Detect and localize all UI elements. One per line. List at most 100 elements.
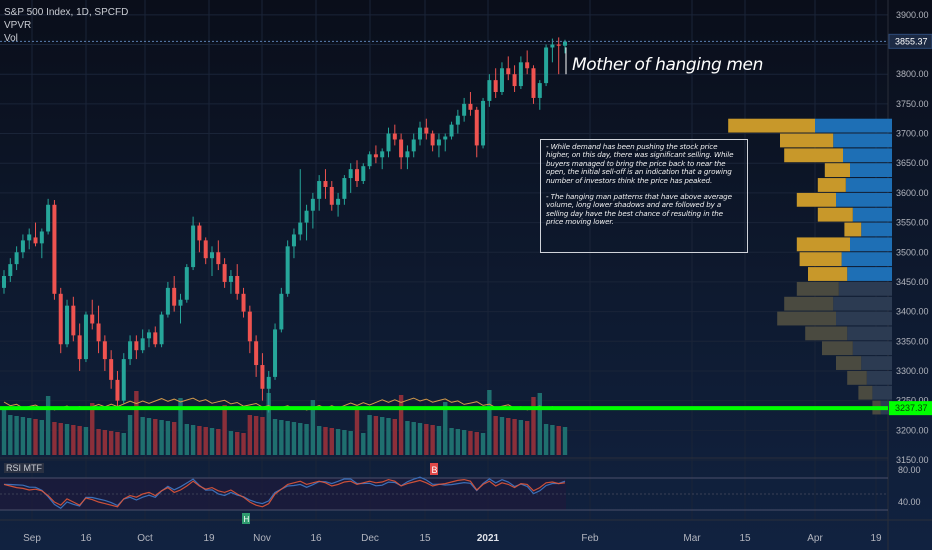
volume-bar (27, 418, 32, 455)
candle-body (178, 299, 183, 306)
candle-body (468, 103, 473, 110)
annotation-paragraph-1: - While demand has been pushing the stoc… (546, 142, 734, 185)
symbol-title[interactable]: S&P 500 Index, 1D, SPCFD (4, 7, 129, 18)
volume-bar (127, 415, 133, 455)
volume-bar (537, 393, 542, 455)
candle-body (20, 240, 25, 253)
vpvr-bar-down (817, 207, 853, 222)
vpvr-bar-down (824, 163, 850, 178)
vpvr-bar-up (850, 237, 892, 252)
vpvr-bar-up (861, 222, 892, 237)
volume-bar (461, 430, 467, 455)
volume-bar (90, 403, 95, 455)
candle-body (291, 234, 296, 247)
rsi-signal-line (3, 476, 566, 510)
volume-bar (260, 417, 265, 455)
candle-body (436, 139, 441, 146)
candle-body (418, 127, 423, 140)
volume-bar (411, 422, 416, 455)
candle-body (405, 151, 410, 158)
candle-body (336, 198, 341, 205)
volume-bar (115, 432, 120, 455)
candle-body (191, 225, 196, 268)
volume-bar (443, 402, 448, 455)
candle-body (329, 186, 334, 205)
y-tick-label: 3700.00 (896, 129, 929, 139)
vpvr-bar-down (836, 356, 862, 370)
vpvr-bar-down (796, 237, 850, 252)
x-tick-label: 2021 (477, 533, 500, 544)
volume-bar (197, 426, 202, 455)
volume-bar (184, 424, 189, 455)
vpvr-indicator-label[interactable]: VPVR (4, 20, 32, 31)
candle-body (361, 166, 366, 182)
candle-body (367, 154, 372, 167)
candle-body (411, 139, 416, 152)
volume-bar (8, 415, 13, 455)
candle-body (455, 115, 460, 125)
candle-body (531, 68, 536, 98)
volume-bar (543, 424, 549, 455)
volume-bar (45, 396, 51, 455)
candle-body (273, 329, 278, 377)
candle-body (304, 210, 309, 223)
candle-body (392, 133, 397, 140)
candle-body (14, 252, 19, 265)
candle-body (556, 44, 561, 46)
candle-body (235, 276, 240, 294)
volume-bar (342, 430, 347, 455)
volume-bar (373, 416, 379, 455)
volume-bar (474, 432, 479, 455)
candle-body (153, 332, 158, 345)
vpvr-bar-up (836, 192, 892, 207)
volume-bar (241, 433, 246, 455)
candle-body (449, 124, 454, 137)
vpvr-bar-down (799, 252, 842, 267)
candle-body (424, 127, 429, 134)
volume-bar (417, 423, 423, 455)
candle-body (506, 68, 511, 75)
vpvr-bar-up (850, 163, 892, 178)
y-tick-label: 3150.00 (896, 455, 929, 465)
candle-body (260, 365, 265, 389)
candle-body (165, 287, 170, 315)
chart-legend: S&P 500 Index, 1D, SPCFD VPVR Vol (4, 6, 128, 45)
vpvr-bar-up (838, 281, 892, 296)
volume-bar (272, 419, 278, 455)
vpvr-bar-down (780, 133, 834, 148)
vpvr-bar-down (817, 178, 846, 192)
volume-bar (348, 431, 353, 455)
rsi-marker-bottom-bg (242, 513, 250, 524)
volume-bar (171, 422, 177, 455)
candle-body (481, 100, 486, 146)
volume-bar (316, 426, 322, 455)
candle-body (52, 204, 57, 294)
volume-bar (64, 424, 70, 455)
volume-bar (562, 427, 568, 455)
candle-body (8, 264, 13, 276)
x-tick-label: Mar (683, 533, 701, 544)
candle-body (254, 341, 259, 366)
rsi-indicator-label[interactable]: RSI MTF (4, 463, 44, 473)
vpvr-bar-up (833, 133, 892, 148)
volume-bar (228, 431, 234, 455)
volume-bar (310, 400, 316, 455)
vpvr-bar-up (836, 311, 892, 326)
candle-body (380, 151, 385, 158)
volume-indicator-label[interactable]: Vol (4, 33, 18, 44)
volume-bar (380, 417, 385, 455)
level-tag-bg (889, 401, 932, 416)
candle-body (310, 198, 315, 211)
volume-bar (52, 422, 57, 455)
candle-body (537, 83, 542, 98)
y-tick-label: 3350.00 (896, 336, 929, 346)
volume-bar (253, 416, 259, 455)
y-tick-label: 3600.00 (896, 188, 929, 198)
volume-bar (550, 425, 555, 455)
candle-body (90, 314, 95, 324)
volume-bar (487, 390, 492, 455)
candle-body (128, 341, 133, 360)
candle-body (443, 136, 448, 140)
rsi-tick-label: 40.00 (898, 497, 921, 507)
